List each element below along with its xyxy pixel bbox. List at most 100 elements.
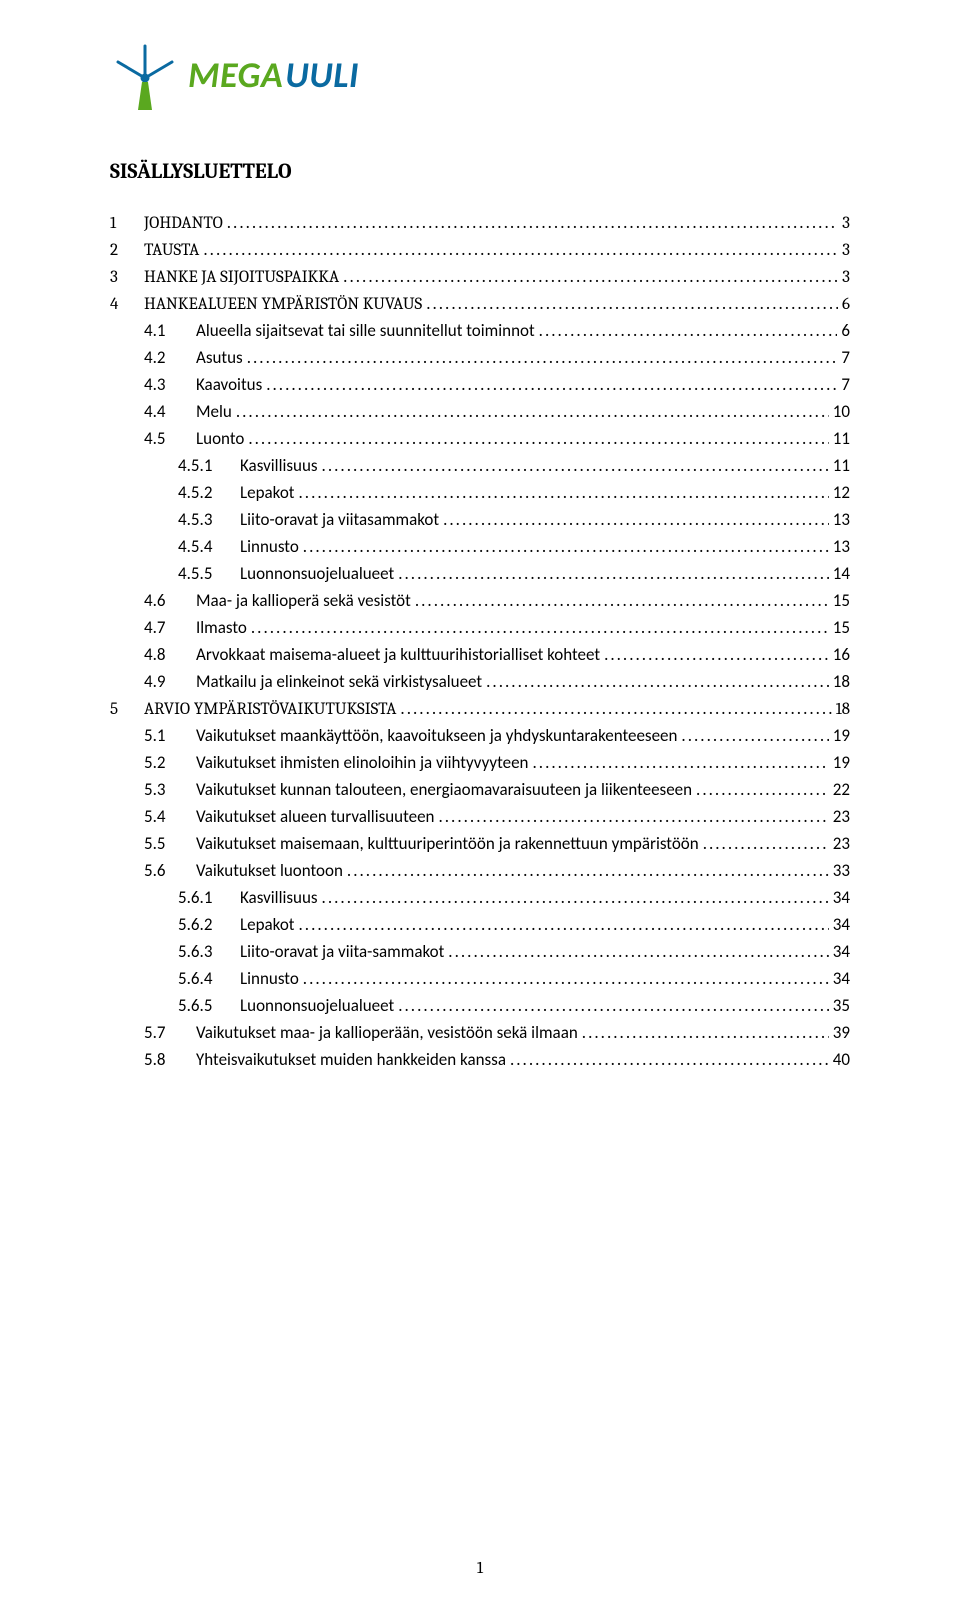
logo-text-right: UULI [285,53,359,97]
toc-entry-page: 22 [833,779,850,800]
toc-leader-dots [532,752,828,773]
toc-entry-number: 4.3 [144,374,196,395]
toc-leader-dots [510,1049,829,1070]
toc-leader-dots [604,644,829,665]
toc-entry[interactable]: 5ARVIO YMPÄRISTÖVAIKUTUKSISTA18 [110,698,850,719]
toc-entry[interactable]: 5.6Vaikutukset luontoon33 [110,860,850,881]
toc-entry-page: 15 [833,617,850,638]
toc-entry-label: Arvokkaat maisema-alueet ja kulttuurihis… [196,644,600,665]
toc-entry[interactable]: 5.8Yhteisvaikutukset muiden hankkeiden k… [110,1049,850,1070]
toc-entry[interactable]: 5.6.3Liito-oravat ja viita-sammakot34 [110,941,850,962]
toc-entry[interactable]: 4.5.3Liito-oravat ja viitasammakot13 [110,509,850,530]
toc-entry-number: 1 [110,214,144,233]
toc-entry-page: 3 [842,268,850,287]
toc-entry-label: Lepakot [240,914,295,935]
toc-entry-number: 3 [110,268,144,287]
toc-entry-number: 4 [110,295,144,314]
toc-leader-dots [438,806,828,827]
toc-entry[interactable]: 4.7Ilmasto15 [110,617,850,638]
toc-title: SISÄLLYSLUETTELO [110,160,850,184]
toc-entry-page: 34 [833,914,850,935]
toc-entry-label: Melu [196,401,232,422]
toc-entry-page: 23 [833,833,850,854]
toc-entry[interactable]: 4HANKEALUEEN YMPÄRISTÖN KUVAUS6 [110,293,850,314]
toc-leader-dots [398,563,829,584]
toc-entry[interactable]: 4.5.1Kasvillisuus11 [110,455,850,476]
toc-leader-dots [227,212,838,233]
toc-entry[interactable]: 2TAUSTA3 [110,239,850,260]
toc-entry[interactable]: 4.5.2Lepakot12 [110,482,850,503]
logo-text: MEGA UULI [188,53,359,97]
toc-entry[interactable]: 5.4Vaikutukset alueen turvallisuuteen 23 [110,806,850,827]
toc-entry[interactable]: 4.1Alueella sijaitsevat tai sille suunni… [110,320,850,341]
toc-leader-dots [303,968,829,989]
toc-entry-page: 13 [833,536,850,557]
toc-entry-label: HANKEALUEEN YMPÄRISTÖN KUVAUS [144,295,422,314]
toc-entry-label: HANKE JA SIJOITUSPAIKKA [144,268,339,287]
toc-entry[interactable]: 4.4Melu10 [110,401,850,422]
toc-entry-label: Maa- ja kallioperä sekä vesistöt [196,590,411,611]
toc-entry-number: 4.2 [144,347,196,368]
toc-leader-dots [486,671,829,692]
toc-entry[interactable]: 4.5.5Luonnonsuojelualueet14 [110,563,850,584]
toc-leader-dots [299,482,829,503]
toc-entry-page: 34 [833,887,850,908]
toc-entry[interactable]: 4.5Luonto11 [110,428,850,449]
toc-entry-number: 4.5.4 [178,536,240,557]
toc-entry-label: Vaikutukset maankäyttöön, kaavoitukseen … [196,725,677,746]
toc-entry-label: ARVIO YMPÄRISTÖVAIKUTUKSISTA [144,700,396,719]
toc-entry-label: Ilmasto [196,617,247,638]
toc-leader-dots [322,455,829,476]
toc-entry[interactable]: 4.6Maa- ja kallioperä sekä vesistöt15 [110,590,850,611]
toc-entry[interactable]: 5.6.2Lepakot34 [110,914,850,935]
toc-leader-dots [681,725,828,746]
toc-entry-label: Asutus [196,347,243,368]
toc-entry-label: Kasvillisuus [240,887,318,908]
toc-entry-page: 35 [833,995,850,1016]
toc-entry[interactable]: 4.3Kaavoitus7 [110,374,850,395]
toc-leader-dots [303,536,829,557]
toc-entry-number: 5.3 [144,779,196,800]
toc-entry[interactable]: 5.7Vaikutukset maa- ja kallioperään, ves… [110,1022,850,1043]
toc-entry-number: 5.5 [144,833,196,854]
document-page: MEGA UULI SISÄLLYSLUETTELO 1JOHDANTO32TA… [0,0,960,1614]
toc-entry[interactable]: 1JOHDANTO3 [110,212,850,233]
toc-entry-label: JOHDANTO [144,214,223,233]
toc-entry[interactable]: 4.9Matkailu ja elinkeinot sekä virkistys… [110,671,850,692]
toc-entry[interactable]: 5.2Vaikutukset ihmisten elinoloihin ja v… [110,752,850,773]
toc-leader-dots [299,914,829,935]
toc-leader-dots [247,347,838,368]
toc-entry-number: 4.5.1 [178,455,240,476]
toc-entry-label: Linnusto [240,968,299,989]
toc-entry-page: 13 [833,509,850,530]
toc-entry-label: Kaavoitus [196,374,262,395]
toc-entry-page: 23 [833,806,850,827]
toc-entry-label: Vaikutukset ihmisten elinoloihin ja viih… [196,752,528,773]
toc-entry[interactable]: 5.3Vaikutukset kunnan talouteen, energia… [110,779,850,800]
toc-entry[interactable]: 3HANKE JA SIJOITUSPAIKKA3 [110,266,850,287]
toc-entry[interactable]: 5.1Vaikutukset maankäyttöön, kaavoitukse… [110,725,850,746]
toc-entry-label: Liito-oravat ja viitasammakot [240,509,439,530]
toc-entry-page: 18 [833,671,850,692]
toc-entry-number: 5.6.3 [178,941,240,962]
toc-entry[interactable]: 5.6.5Luonnonsuojelualueet35 [110,995,850,1016]
toc-leader-dots [415,590,829,611]
toc-leader-dots [347,860,829,881]
toc-entry-page: 40 [833,1049,850,1070]
toc-entry-page: 7 [841,347,850,368]
toc-entry-label: Liito-oravat ja viita-sammakot [240,941,444,962]
toc-entry[interactable]: 5.5Vaikutukset maisemaan, kulttuuriperin… [110,833,850,854]
toc-entry-number: 5.6 [144,860,196,881]
toc-entry[interactable]: 4.2Asutus 7 [110,347,850,368]
toc-entry-number: 5.4 [144,806,196,827]
toc-entry-page: 39 [833,1022,850,1043]
toc-entry[interactable]: 4.8Arvokkaat maisema-alueet ja kulttuuri… [110,644,850,665]
toc-entry-number: 4.5 [144,428,196,449]
toc-entry-page: 16 [833,644,850,665]
toc-entry[interactable]: 5.6.4Linnusto34 [110,968,850,989]
toc-entry-label: Vaikutukset alueen turvallisuuteen [196,806,434,827]
toc-leader-dots [703,833,829,854]
toc-entry[interactable]: 4.5.4Linnusto13 [110,536,850,557]
toc-leader-dots [398,995,829,1016]
toc-entry[interactable]: 5.6.1Kasvillisuus34 [110,887,850,908]
